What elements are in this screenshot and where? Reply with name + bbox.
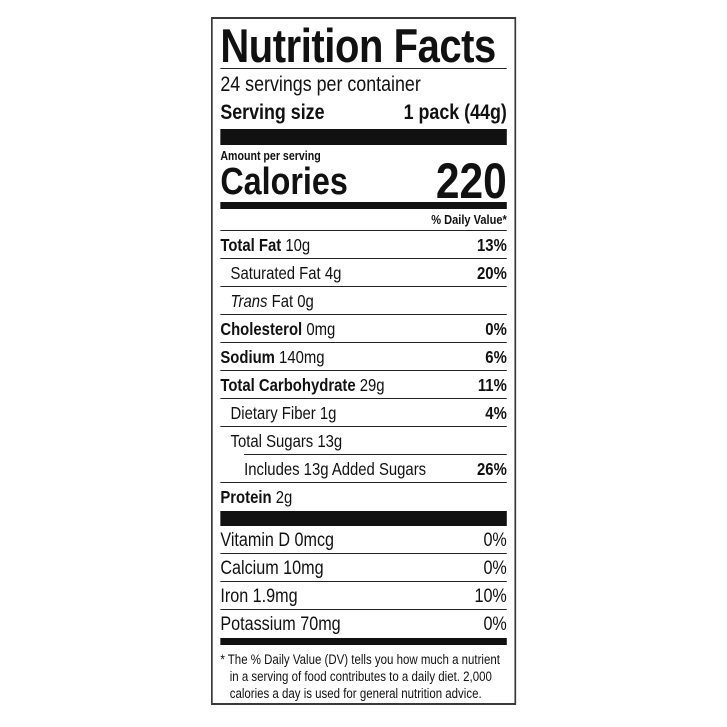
nutrient-amount: 2g bbox=[275, 487, 293, 507]
nutrient-name: Cholesterol bbox=[220, 319, 303, 339]
nutrient-dv: 4% bbox=[485, 403, 507, 423]
calories-label: Calories bbox=[220, 161, 348, 203]
nutrient-amount: 10g bbox=[285, 235, 311, 255]
vitamin-dv: 0% bbox=[483, 614, 507, 635]
serving-size-label: Serving size bbox=[220, 101, 325, 124]
nutrient-amount: 29g bbox=[359, 375, 385, 395]
nutrient-row-dietary-fiber: Dietary Fiber 1g 4% bbox=[220, 399, 507, 427]
nutrient-amount: 0g bbox=[297, 291, 314, 311]
vitamin-dv: 0% bbox=[483, 530, 507, 551]
nutrient-name: Protein bbox=[220, 487, 272, 507]
nutrient-row-sodium: Sodium 140mg 6% bbox=[220, 343, 507, 371]
nutrient-amount: 0mg bbox=[306, 319, 336, 339]
nutrient-dv: 13% bbox=[477, 235, 507, 255]
nutrient-name: Total Carbohydrate bbox=[220, 375, 356, 395]
daily-value-header: % Daily Value* bbox=[220, 209, 507, 231]
nutrient-row-added-sugars: Includes 13g Added Sugars 26% bbox=[220, 455, 507, 483]
nutrient-name-italic: Trans bbox=[230, 291, 268, 311]
serving-size-value: 1 pack (44g) bbox=[403, 101, 507, 124]
serving-size: Serving size 1 pack (44g) bbox=[220, 99, 506, 127]
nutrition-facts-label: Nutrition Facts 24 servings per containe… bbox=[211, 17, 517, 705]
vitamin-row-iron: Iron 1.9mg 10% bbox=[220, 582, 507, 610]
vitamin-row-vitamin-d: Vitamin D 0mcg 0% bbox=[220, 526, 507, 554]
nutrient-dv: 20% bbox=[477, 263, 507, 283]
vitamin-name: Potassium 70mg bbox=[220, 614, 341, 635]
nutrient-name: Total Fat bbox=[220, 235, 282, 255]
nutrient-row-total-sugars: Total Sugars 13g bbox=[220, 427, 507, 455]
nutrient-name: Fat bbox=[271, 291, 294, 311]
nutrient-amount: 13g bbox=[317, 431, 343, 451]
amount-per-serving: Amount per serving bbox=[220, 149, 321, 163]
nutrient-row-saturated-fat: Saturated Fat 4g 20% bbox=[220, 259, 507, 287]
nutrient-amount: 140mg bbox=[279, 347, 325, 367]
nutrient-amount: 1g bbox=[319, 403, 337, 423]
nutrient-row-trans-fat: Trans Fat 0g bbox=[220, 287, 507, 315]
nutrient-dv: 26% bbox=[477, 459, 507, 479]
calories-value: 220 bbox=[435, 153, 507, 209]
medium-divider bbox=[220, 202, 507, 209]
vitamin-row-potassium: Potassium 70mg 0% bbox=[220, 610, 506, 638]
nutrient-row-protein: Protein 2g bbox=[220, 483, 506, 511]
footnote: * The % Daily Value (DV) tells you how m… bbox=[220, 652, 500, 701]
nutrient-row-total-carbohydrate: Total Carbohydrate 29g 11% bbox=[220, 371, 507, 399]
thick-divider bbox=[220, 511, 507, 526]
thick-divider bbox=[220, 129, 507, 145]
nutrient-name: Sodium bbox=[220, 347, 275, 367]
nutrient-name: Total Sugars bbox=[230, 431, 314, 451]
medium-divider bbox=[220, 638, 507, 645]
servings-per-container: 24 servings per container bbox=[220, 73, 421, 96]
nutrient-dv: 11% bbox=[477, 375, 507, 395]
vitamin-name: Calcium 10mg bbox=[220, 558, 324, 579]
vitamin-name: Vitamin D 0mcg bbox=[220, 530, 335, 551]
calories-row: Calories 220 bbox=[220, 153, 507, 209]
vitamin-name: Iron 1.9mg bbox=[220, 586, 298, 607]
nutrient-name: Dietary Fiber bbox=[230, 403, 316, 423]
nutrient-dv: 0% bbox=[485, 319, 507, 339]
nutrient-amount: 4g bbox=[324, 263, 342, 283]
vitamin-row-calcium: Calcium 10mg 0% bbox=[220, 554, 507, 582]
vitamin-dv: 10% bbox=[474, 586, 507, 607]
nutrient-name: Includes 13g Added Sugars bbox=[244, 459, 427, 479]
label-title: Nutrition Facts bbox=[220, 19, 507, 72]
nutrient-dv: 6% bbox=[485, 347, 507, 367]
vitamin-dv: 0% bbox=[483, 558, 507, 579]
nutrient-row-cholesterol: Cholesterol 0mg 0% bbox=[220, 315, 507, 343]
nutrient-name: Saturated Fat bbox=[230, 263, 321, 283]
nutrient-row-total-fat: Total Fat 10g 13% bbox=[220, 231, 507, 259]
